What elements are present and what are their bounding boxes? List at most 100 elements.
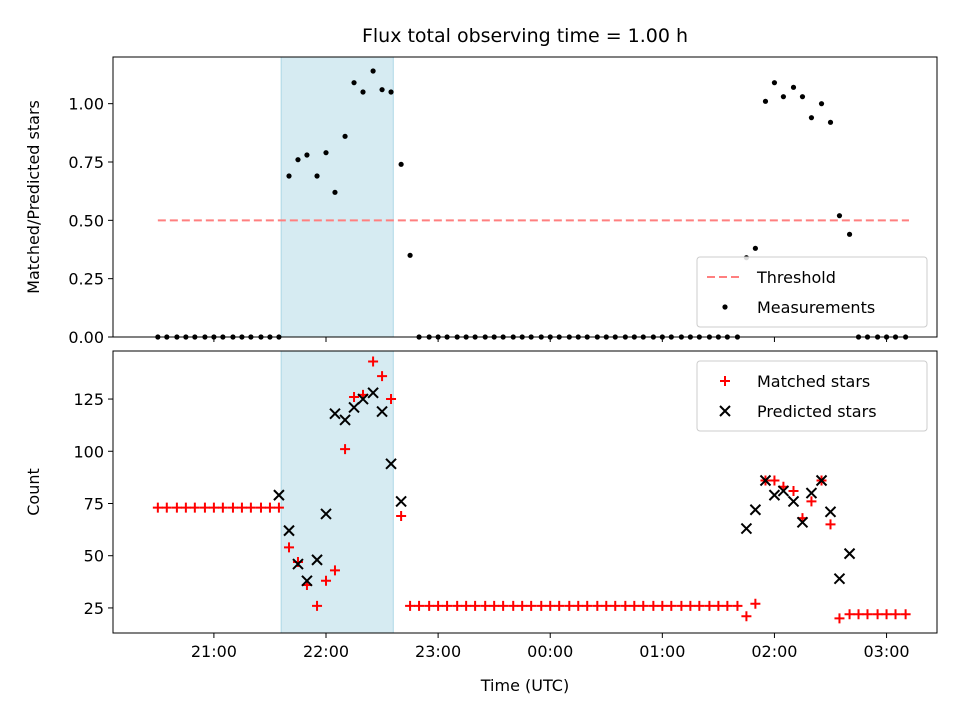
- y-tick-label: 0.75: [68, 153, 104, 172]
- matched-star-point: [321, 575, 332, 586]
- predicted-star-point: [348, 401, 360, 414]
- measurement-point: [771, 80, 778, 86]
- matched-star-point: [414, 600, 425, 611]
- predicted-star-point: [759, 474, 772, 487]
- matched-star-point: [806, 496, 817, 507]
- predicted-star-point: [329, 407, 341, 420]
- predicted-star-point: [740, 522, 753, 535]
- matched-star-point: [648, 600, 659, 611]
- y-tick-label: 75: [84, 494, 104, 513]
- measurement-point: [360, 89, 366, 95]
- matched-star-point: [741, 611, 752, 622]
- predicted-star-point: [311, 554, 323, 566]
- matched-star-point: [273, 502, 284, 513]
- matched-star-point: [498, 600, 509, 611]
- predicted-star-point: [777, 485, 790, 497]
- y-tick-label: 125: [73, 390, 104, 409]
- matched-star-point: [255, 502, 266, 513]
- y-tick-label: 50: [84, 547, 104, 566]
- predicted-star-point: [843, 547, 856, 560]
- matched-star-point: [236, 502, 247, 513]
- matched-star-point: [470, 600, 481, 611]
- matched-star-point: [825, 519, 836, 530]
- predicted-star-point: [833, 572, 846, 585]
- matched-star-point: [610, 600, 621, 611]
- measurement-point: [407, 252, 413, 258]
- predicted-star-point: [768, 489, 781, 501]
- predicted-star-point: [320, 508, 332, 520]
- measurement-point: [846, 231, 853, 237]
- matched-star-point: [161, 502, 172, 513]
- measurement-point: [323, 150, 329, 156]
- measurement-point: [799, 94, 806, 100]
- matched-star-point: [396, 511, 407, 522]
- matched-star-point: [405, 600, 416, 611]
- predicted-star-point: [292, 558, 304, 570]
- matched-star-point: [368, 356, 379, 367]
- matched-star-point: [620, 600, 631, 611]
- matched-star-point: [227, 502, 238, 513]
- measurement-point: [790, 84, 797, 90]
- matched-star-point: [638, 600, 649, 611]
- predicted-star-point: [395, 495, 407, 508]
- y-tick-label: 0.25: [68, 270, 104, 289]
- predicted-star-point: [796, 516, 809, 528]
- measurement-point: [398, 161, 404, 167]
- legend-label: Measurements: [757, 298, 875, 317]
- legend-box: [696, 256, 928, 328]
- legend-swatch-measurements: [722, 304, 728, 310]
- matched-star-point: [564, 600, 575, 611]
- matched-star-point: [245, 502, 256, 513]
- legend-label: Threshold: [756, 268, 836, 287]
- matched-star-point: [750, 598, 761, 609]
- matched-star-point: [694, 600, 705, 611]
- x-tick-label: 22:00: [303, 642, 349, 661]
- matched-star-point: [284, 542, 295, 553]
- y-axis-label: Count: [24, 468, 43, 516]
- measurement-point: [827, 119, 834, 125]
- predicted-star-point: [357, 393, 369, 405]
- legend-swatch-predicted: [719, 405, 731, 417]
- measurement-point: [379, 87, 385, 93]
- measurement-point: [351, 80, 357, 86]
- highlight-span: [280, 350, 394, 634]
- measurement-point: [818, 101, 825, 107]
- legend-swatch-matched: [720, 376, 730, 386]
- matched-star-point: [349, 391, 360, 402]
- y-axis-label: Matched/Predicted stars: [24, 100, 43, 294]
- matched-star-point: [536, 600, 547, 611]
- measurement-point: [342, 133, 348, 139]
- matched-star-point: [844, 609, 855, 620]
- matched-star-point: [704, 600, 715, 611]
- y-tick-label: 100: [73, 442, 104, 461]
- predicted-star-point: [824, 506, 837, 518]
- predicted-star-point: [273, 489, 285, 501]
- predicted-star-point: [283, 524, 295, 537]
- matched-star-point: [862, 609, 873, 620]
- matched-star-point: [545, 600, 556, 611]
- matched-star-point: [900, 609, 911, 620]
- matched-star-point: [834, 613, 845, 624]
- x-tick-label: 00:00: [527, 642, 573, 661]
- matched-star-point: [329, 565, 340, 576]
- measurement-point: [295, 157, 301, 163]
- matched-star-point: [199, 502, 210, 513]
- matched-star-point: [732, 600, 743, 611]
- matched-star-point: [442, 600, 453, 611]
- predicted-star-point: [749, 504, 762, 516]
- y-tick-label: 1.00: [68, 95, 104, 114]
- x-tick-label: 03:00: [863, 642, 909, 661]
- matched-star-point: [171, 502, 182, 513]
- matched-star-point: [657, 600, 668, 611]
- matched-star-point: [264, 502, 275, 513]
- matched-star-point: [189, 502, 200, 513]
- matched-star-point: [461, 600, 472, 611]
- matched-star-point: [582, 600, 593, 611]
- matched-star-point: [788, 485, 799, 496]
- matched-star-point: [180, 502, 191, 513]
- axes-frame: [112, 350, 938, 634]
- y-tick-label: 0.00: [68, 328, 104, 347]
- matched-star-point: [217, 502, 228, 513]
- matched-star-point: [152, 502, 163, 513]
